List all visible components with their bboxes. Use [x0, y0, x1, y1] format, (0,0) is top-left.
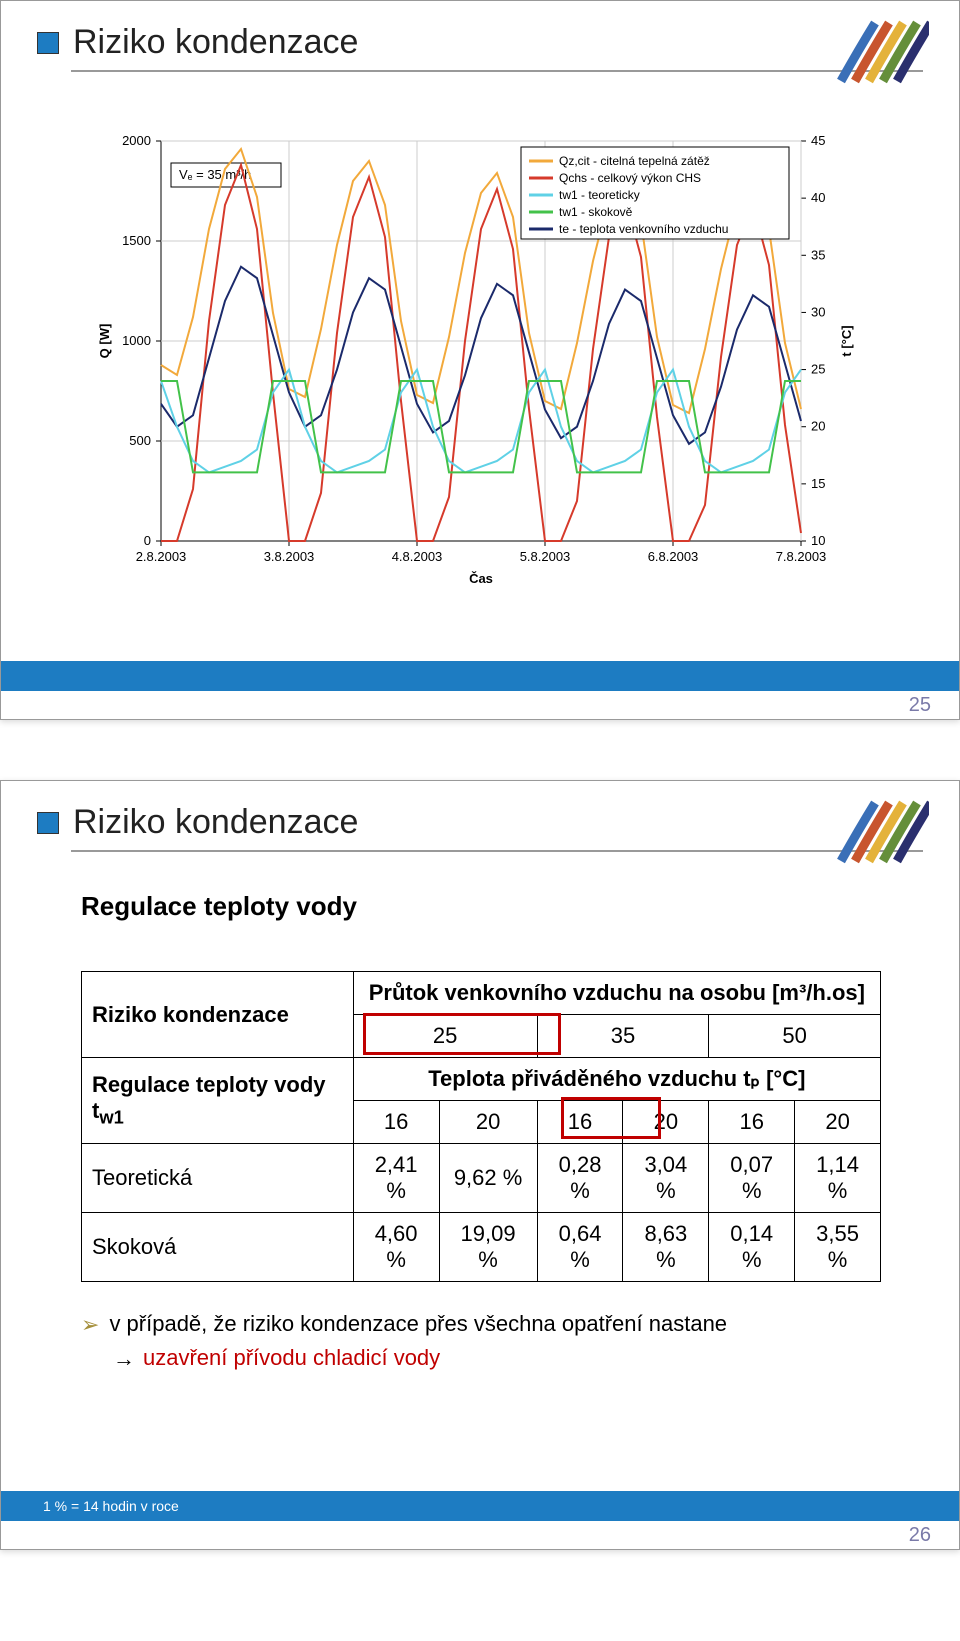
svg-text:7.8.2003: 7.8.2003: [776, 549, 827, 564]
footer-bar: 1 % = 14 hodin v roce: [1, 1491, 959, 1521]
svg-text:10: 10: [811, 533, 825, 548]
slide1-title: Riziko kondenzace: [73, 23, 923, 62]
slide2-subtitle: Regulace teploty vody: [81, 891, 357, 922]
bullet-text-1: v případě, že riziko kondenzace přes vše…: [109, 1311, 727, 1337]
svg-text:t [°C]: t [°C]: [839, 325, 854, 356]
footer-bar: [1, 661, 959, 691]
svg-text:20: 20: [811, 419, 825, 434]
slide2-title: Riziko kondenzace: [73, 803, 923, 842]
table: Riziko kondenzacePrůtok venkovního vzduc…: [81, 971, 881, 1282]
title-rule: [71, 850, 923, 852]
svg-text:0: 0: [144, 533, 151, 548]
title-row: Riziko kondenzace: [1, 1, 959, 70]
svg-text:6.8.2003: 6.8.2003: [648, 549, 699, 564]
chart: 0 500 1000 1500 2000 10 15 20 25 30 35 40 45 2.8.2003…: [91, 121, 871, 601]
logo-icon: [837, 799, 929, 865]
svg-text:35: 35: [811, 247, 825, 262]
page-number: 25: [909, 694, 931, 717]
svg-text:4.8.2003: 4.8.2003: [392, 549, 443, 564]
triangle-icon: ➢: [81, 1311, 99, 1339]
svg-text:15: 15: [811, 476, 825, 491]
title-row: Riziko kondenzace: [1, 781, 959, 850]
title-bullet-icon: [37, 812, 59, 834]
svg-text:Qchs - celkový výkon CHS: Qchs - celkový výkon CHS: [559, 171, 701, 185]
svg-text:500: 500: [129, 433, 151, 448]
svg-text:40: 40: [811, 190, 825, 205]
svg-text:Vₑ = 35 m³/h: Vₑ = 35 m³/h: [179, 167, 251, 182]
bullet-list: ➢ v případě, že riziko kondenzace přes v…: [81, 1311, 881, 1379]
svg-text:45: 45: [811, 133, 825, 148]
slide-2: Riziko kondenzace Regulace teploty vody …: [0, 780, 960, 1550]
page-number: 26: [909, 1524, 931, 1547]
svg-text:1500: 1500: [122, 233, 151, 248]
svg-text:30: 30: [811, 304, 825, 319]
svg-text:3.8.2003: 3.8.2003: [264, 549, 315, 564]
svg-text:te - teplota venkovního vzduch: te - teplota venkovního vzduchu: [559, 222, 728, 236]
svg-text:Čas: Čas: [469, 571, 493, 586]
bullet-text-2: uzavření přívodu chladicí vody: [143, 1345, 440, 1371]
svg-text:2000: 2000: [122, 133, 151, 148]
arrow-icon: →: [113, 1345, 135, 1373]
svg-text:Qz,cit - citelná tepelná zátěž: Qz,cit - citelná tepelná zátěž: [559, 154, 710, 168]
title-rule: [71, 70, 923, 72]
svg-text:2.8.2003: 2.8.2003: [136, 549, 187, 564]
bullet-item: ➢ v případě, že riziko kondenzace přes v…: [81, 1311, 881, 1339]
logo-icon: [837, 19, 929, 85]
footer-note: 1 % = 14 hodin v roce: [43, 1498, 179, 1514]
title-bullet-icon: [37, 32, 59, 54]
svg-text:1000: 1000: [122, 333, 151, 348]
svg-text:5.8.2003: 5.8.2003: [520, 549, 571, 564]
svg-text:Q [W]: Q [W]: [97, 324, 112, 359]
svg-text:25: 25: [811, 362, 825, 377]
svg-text:tw1 - skokově: tw1 - skokově: [559, 205, 633, 219]
bullet-item: → uzavření přívodu chladicí vody: [81, 1345, 881, 1373]
slide-1: Riziko kondenzace 0 500 1000 1500 2000 10 15 20…: [0, 0, 960, 720]
svg-text:tw1 - teoreticky: tw1 - teoreticky: [559, 188, 640, 202]
